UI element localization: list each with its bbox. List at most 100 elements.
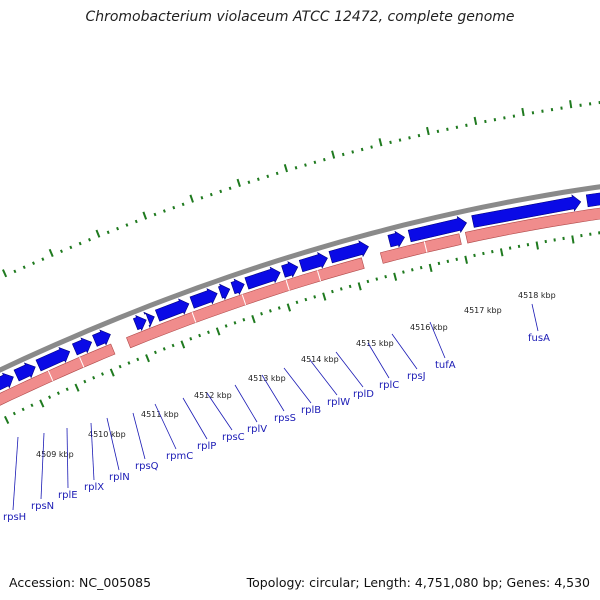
gc-content-tick xyxy=(4,415,10,425)
gene-label: rplB xyxy=(301,405,321,416)
gc-skew-tick xyxy=(78,241,82,246)
forward-cds-arrow xyxy=(92,329,111,347)
gc-content-tick xyxy=(553,238,556,242)
gc-skew-tick xyxy=(512,114,516,118)
gc-content-tick xyxy=(446,259,450,264)
gene-label: rplN xyxy=(109,472,130,483)
forward-cds-arrow xyxy=(217,283,231,301)
gc-skew-tick xyxy=(331,150,336,159)
forward-cds-arrow xyxy=(471,194,582,228)
forward-cds-arrow xyxy=(71,337,93,356)
gene-label: rpsN xyxy=(31,501,54,512)
gc-content-tick xyxy=(384,274,387,279)
gc-content-tick xyxy=(393,272,398,281)
gc-content-tick xyxy=(491,249,494,254)
gc-content-tick xyxy=(508,246,512,250)
kbp-label: 4518 kbp xyxy=(518,291,556,300)
gc-content-tick xyxy=(499,248,504,257)
gc-skew-tick xyxy=(446,127,449,131)
gc-content-tick xyxy=(242,318,246,322)
gene-label: rpsQ xyxy=(135,461,159,472)
map-title: Chromobacterium violaceum ATCC 12472, co… xyxy=(85,9,515,25)
gene-label: rplW xyxy=(327,397,350,408)
gc-skew-tick xyxy=(398,138,402,142)
gc-skew-tick xyxy=(219,189,223,194)
gc-content-tick xyxy=(482,251,485,256)
gc-skew-tick xyxy=(360,147,364,152)
gc-skew-tick xyxy=(2,269,8,278)
kbp-label: 4514 kbp xyxy=(301,355,339,364)
gc-content-tick xyxy=(544,239,547,244)
gc-skew-tick xyxy=(153,212,157,217)
gc-skew-tick xyxy=(341,152,345,157)
gc-content-tick xyxy=(419,265,423,270)
gc-skew-tick xyxy=(59,249,63,254)
gene-label: rplV xyxy=(247,424,267,435)
gc-skew-tick xyxy=(134,219,138,224)
gc-skew-tick xyxy=(256,177,260,181)
gc-skew-tick xyxy=(228,186,232,191)
feature-divider xyxy=(285,279,290,291)
gc-skew-tick xyxy=(389,140,392,145)
gc-skew-tick xyxy=(189,194,194,203)
gc-skew-tick xyxy=(125,223,129,227)
forward-cds-arrow xyxy=(230,278,245,296)
feature-divider xyxy=(191,312,197,323)
gc-content-tick xyxy=(145,354,150,363)
gene-label: fusA xyxy=(528,333,550,344)
gc-skew-tick xyxy=(283,164,288,173)
gc-content-tick xyxy=(464,255,468,264)
gc-skew-tick xyxy=(370,145,373,149)
gc-skew-tick xyxy=(106,230,110,235)
gc-content-tick xyxy=(92,375,96,380)
gc-skew-tick xyxy=(32,261,36,265)
gc-content-tick xyxy=(535,241,539,250)
gc-content-tick xyxy=(375,277,379,281)
gc-content-tick xyxy=(286,303,292,312)
gc-content-tick xyxy=(171,343,175,348)
gc-content-tick xyxy=(12,411,16,416)
gc-content-tick xyxy=(357,282,362,291)
gene-leader-line xyxy=(40,432,45,500)
gc-content-tick xyxy=(136,357,140,362)
feature-divider xyxy=(423,241,428,253)
gc-skew-tick xyxy=(313,160,317,165)
forward-cds-arrow xyxy=(13,362,36,382)
gc-content-tick xyxy=(455,257,459,261)
gene-leader-line xyxy=(66,427,69,489)
gc-content-tick xyxy=(410,268,414,272)
gene-leader-line xyxy=(234,384,258,423)
gc-content-tick xyxy=(251,315,256,324)
gc-content-tick xyxy=(331,289,334,294)
gene-leader-line xyxy=(283,367,312,404)
gc-content-tick xyxy=(402,270,405,274)
gc-skew-tick xyxy=(455,125,459,129)
gc-content-tick xyxy=(30,403,34,408)
gene-leader-line xyxy=(309,359,338,396)
gc-content-tick xyxy=(339,287,343,291)
gc-content-tick xyxy=(109,368,115,377)
gc-content-tick xyxy=(224,324,228,328)
gc-content-tick xyxy=(571,235,575,244)
gc-skew-tick xyxy=(116,226,120,231)
gene-label: rplE xyxy=(58,490,78,501)
gc-content-tick xyxy=(215,327,221,336)
gc-skew-tick xyxy=(209,192,213,197)
feature-divider xyxy=(316,270,322,282)
gene-label: rpsS xyxy=(274,413,296,424)
kbp-label: 4513 kbp xyxy=(248,374,286,383)
gc-skew-tick xyxy=(162,209,166,213)
gc-skew-tick xyxy=(493,117,497,122)
forward-cds-arrow xyxy=(143,311,155,328)
feature-divider xyxy=(241,294,247,306)
gc-skew-tick xyxy=(22,265,26,270)
gc-skew-tick xyxy=(236,178,241,187)
kbp-label: 4517 kbp xyxy=(464,306,502,315)
rna-feature-band xyxy=(0,343,116,406)
forward-cds-arrow xyxy=(407,216,467,243)
forward-cds-arrow xyxy=(154,298,190,322)
gc-skew-tick xyxy=(88,237,91,242)
gc-skew-tick xyxy=(69,245,73,250)
gene-label: rplD xyxy=(353,389,374,400)
gene-leader-line xyxy=(12,436,19,511)
